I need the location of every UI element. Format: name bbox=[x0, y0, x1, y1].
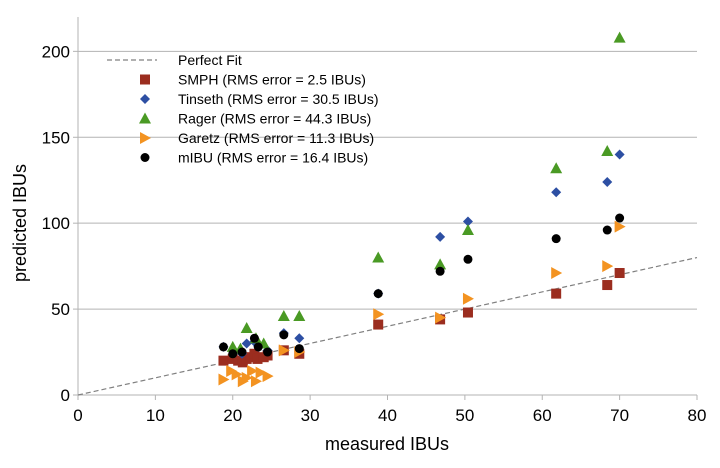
x-tick-label: 60 bbox=[533, 406, 552, 425]
data-point bbox=[602, 280, 613, 291]
x-tick-label: 80 bbox=[688, 406, 707, 425]
data-point bbox=[435, 311, 447, 324]
axes bbox=[73, 17, 698, 400]
data-point bbox=[461, 224, 474, 236]
x-axis-title: measured IBUs bbox=[325, 434, 449, 454]
data-point bbox=[602, 260, 614, 273]
data-point bbox=[293, 309, 306, 321]
perfect-fit-line bbox=[77, 256, 698, 396]
data-point bbox=[227, 353, 238, 364]
data-points bbox=[218, 31, 626, 388]
x-tick-label: 30 bbox=[301, 406, 320, 425]
data-point bbox=[218, 342, 228, 352]
data-point bbox=[218, 355, 229, 366]
legend-marker bbox=[140, 74, 150, 85]
data-point bbox=[249, 333, 259, 343]
data-point bbox=[218, 373, 230, 386]
x-tick-label: 40 bbox=[378, 406, 397, 425]
data-point bbox=[278, 344, 290, 357]
x-tick-label: 70 bbox=[610, 406, 629, 425]
data-point bbox=[279, 330, 289, 340]
legend-label: SMPH (RMS error = 2.5 IBUs) bbox=[178, 72, 366, 88]
data-point bbox=[614, 220, 626, 233]
data-point bbox=[435, 231, 446, 242]
y-tick-label: 50 bbox=[51, 300, 70, 319]
data-point bbox=[228, 349, 238, 359]
data-point bbox=[263, 347, 273, 357]
data-point bbox=[294, 333, 305, 344]
legend-label: mIBU (RMS error = 16.4 IBUs) bbox=[178, 150, 368, 166]
legend-marker bbox=[140, 94, 150, 104]
data-point bbox=[434, 258, 447, 270]
x-tick-label: 20 bbox=[223, 406, 242, 425]
data-point bbox=[373, 289, 383, 299]
data-point bbox=[551, 234, 561, 244]
data-point bbox=[462, 307, 473, 318]
grid-lines bbox=[78, 50, 697, 310]
legend-marker bbox=[139, 112, 151, 124]
data-point bbox=[614, 268, 625, 279]
y-tick-label: 200 bbox=[42, 42, 70, 61]
y-tick-label: 100 bbox=[42, 214, 70, 233]
legend-marker bbox=[140, 153, 150, 162]
data-point bbox=[551, 288, 562, 299]
data-point bbox=[262, 370, 274, 383]
data-point bbox=[372, 251, 385, 263]
data-point bbox=[615, 213, 625, 223]
perfect-fit-line bbox=[77, 256, 698, 396]
legend-label: Rager (RMS error = 44.3 IBUs) bbox=[178, 111, 371, 127]
data-point bbox=[373, 308, 385, 321]
data-point bbox=[253, 342, 263, 352]
data-point bbox=[237, 347, 247, 357]
tick-labels: 0 50 100 150 200 0 10 20 30 40 50 60 70 80 bbox=[42, 42, 707, 425]
y-axis-title: predicted IBUs bbox=[10, 164, 30, 282]
data-point bbox=[550, 162, 563, 174]
data-point bbox=[249, 348, 260, 359]
x-tick-label: 50 bbox=[455, 406, 474, 425]
data-point bbox=[613, 31, 626, 43]
data-point bbox=[551, 267, 563, 280]
data-point bbox=[231, 368, 243, 381]
data-point bbox=[602, 176, 613, 187]
data-point bbox=[241, 338, 252, 349]
data-point bbox=[373, 319, 384, 330]
data-point bbox=[294, 344, 304, 354]
data-point bbox=[250, 375, 262, 388]
data-point bbox=[551, 187, 562, 198]
legend-label: Garetz (RMS error = 11.3 IBUs) bbox=[178, 130, 374, 146]
data-point bbox=[462, 292, 474, 305]
y-tick-label: 0 bbox=[61, 386, 70, 405]
data-point bbox=[601, 145, 614, 157]
data-point bbox=[614, 149, 625, 160]
series-3 bbox=[226, 31, 626, 354]
data-point bbox=[240, 321, 253, 333]
x-tick-label: 10 bbox=[146, 406, 165, 425]
data-point bbox=[463, 254, 473, 264]
legend: Perfect Fit SMPH (RMS error = 2.5 IBUs) Ti… bbox=[107, 52, 379, 166]
data-point bbox=[602, 225, 612, 235]
data-point bbox=[462, 216, 473, 227]
x-tick-label: 0 bbox=[73, 406, 82, 425]
data-point bbox=[277, 309, 290, 321]
data-point bbox=[435, 266, 445, 276]
legend-label: Perfect Fit bbox=[178, 52, 242, 68]
series-5 bbox=[218, 213, 625, 359]
data-point bbox=[252, 353, 263, 364]
y-tick-label: 150 bbox=[42, 128, 70, 147]
data-point bbox=[226, 340, 239, 352]
data-point bbox=[241, 371, 253, 384]
legend-label: Tinseth (RMS error = 30.5 IBUs) bbox=[178, 91, 379, 107]
legend-marker bbox=[140, 132, 151, 144]
data-point bbox=[247, 364, 259, 377]
data-point bbox=[255, 366, 267, 379]
